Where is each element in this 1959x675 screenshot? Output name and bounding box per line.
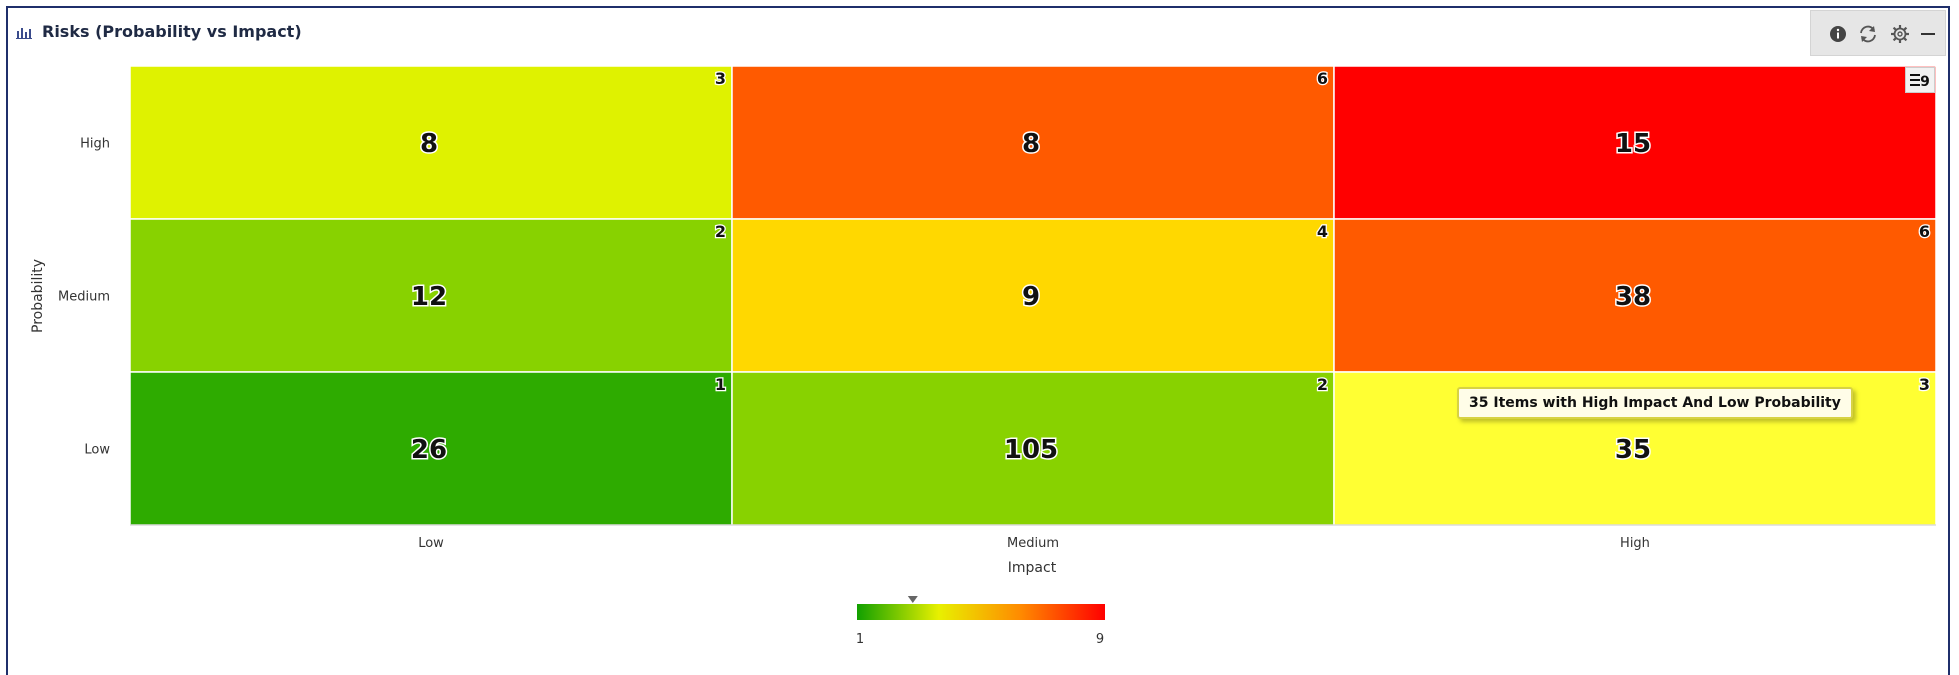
cell-count-label: 8 (1022, 129, 1040, 159)
cell-score-label: 6 (1919, 222, 1930, 241)
minimize-icon[interactable] (1917, 23, 1939, 45)
cell-score-label: 4 (1317, 222, 1328, 241)
cell-count-label: 35 (1615, 435, 1651, 465)
cell-tooltip: 35 Items with High Impact And Low Probab… (1457, 387, 1853, 419)
widget-title: Risks (Probability vs Impact) (42, 22, 302, 41)
x-tick-label: Medium (1007, 536, 1059, 551)
widget-toolbar (1810, 10, 1946, 56)
y-axis-title: Probability (30, 259, 46, 333)
widget-header: Risks (Probability vs Impact) (8, 8, 1948, 56)
svg-text:9: 9 (1920, 74, 1930, 90)
gear-icon[interactable] (1889, 23, 1911, 45)
y-tick-label: High (80, 137, 110, 152)
info-icon[interactable] (1827, 23, 1849, 45)
cell-count-label: 105 (1004, 435, 1058, 465)
color-scale-min-label: 1 (856, 632, 864, 647)
heatmap-cell[interactable] (129, 218, 733, 373)
cell-score-label: 3 (1919, 375, 1930, 394)
color-scale-marker (907, 596, 918, 603)
color-scale-bar (857, 604, 1105, 620)
cell-score-label: 2 (715, 222, 726, 241)
bar-chart-icon (16, 28, 32, 39)
x-tick-label: High (1620, 536, 1650, 551)
x-axis-title: Impact (1008, 560, 1057, 576)
cell-count-label: 12 (411, 282, 447, 312)
color-scale-legend: 1 9 (856, 596, 1105, 647)
cell-count-label: 38 (1615, 282, 1651, 312)
y-tick-label: Low (84, 443, 110, 458)
cell-count-label: 8 (420, 129, 438, 159)
x-tick-label: Low (418, 536, 444, 551)
cell-score-label: 3 (715, 69, 726, 88)
heatmap-cell[interactable] (731, 371, 1335, 526)
heatmap-cell[interactable] (1333, 65, 1937, 220)
legend-menu-button[interactable]: 9 (1905, 67, 1935, 93)
color-scale-max-label: 9 (1096, 632, 1104, 647)
heatmap-cell[interactable] (731, 218, 1335, 373)
cell-score-label: 1 (715, 375, 726, 394)
cell-count-label: 26 (411, 435, 447, 465)
refresh-icon[interactable] (1857, 23, 1879, 45)
heatmap-cell[interactable] (129, 371, 733, 526)
menu-icon: 9 (1910, 74, 1930, 90)
cell-score-label: 6 (1317, 69, 1328, 88)
cell-score-label: 2 (1317, 375, 1328, 394)
cell-count-label: 15 (1615, 129, 1651, 159)
heatmap-cell[interactable] (1333, 218, 1937, 373)
y-tick-label: Medium (58, 290, 110, 305)
cell-count-label: 9 (1022, 282, 1040, 312)
heatmap-cell[interactable] (129, 65, 733, 220)
